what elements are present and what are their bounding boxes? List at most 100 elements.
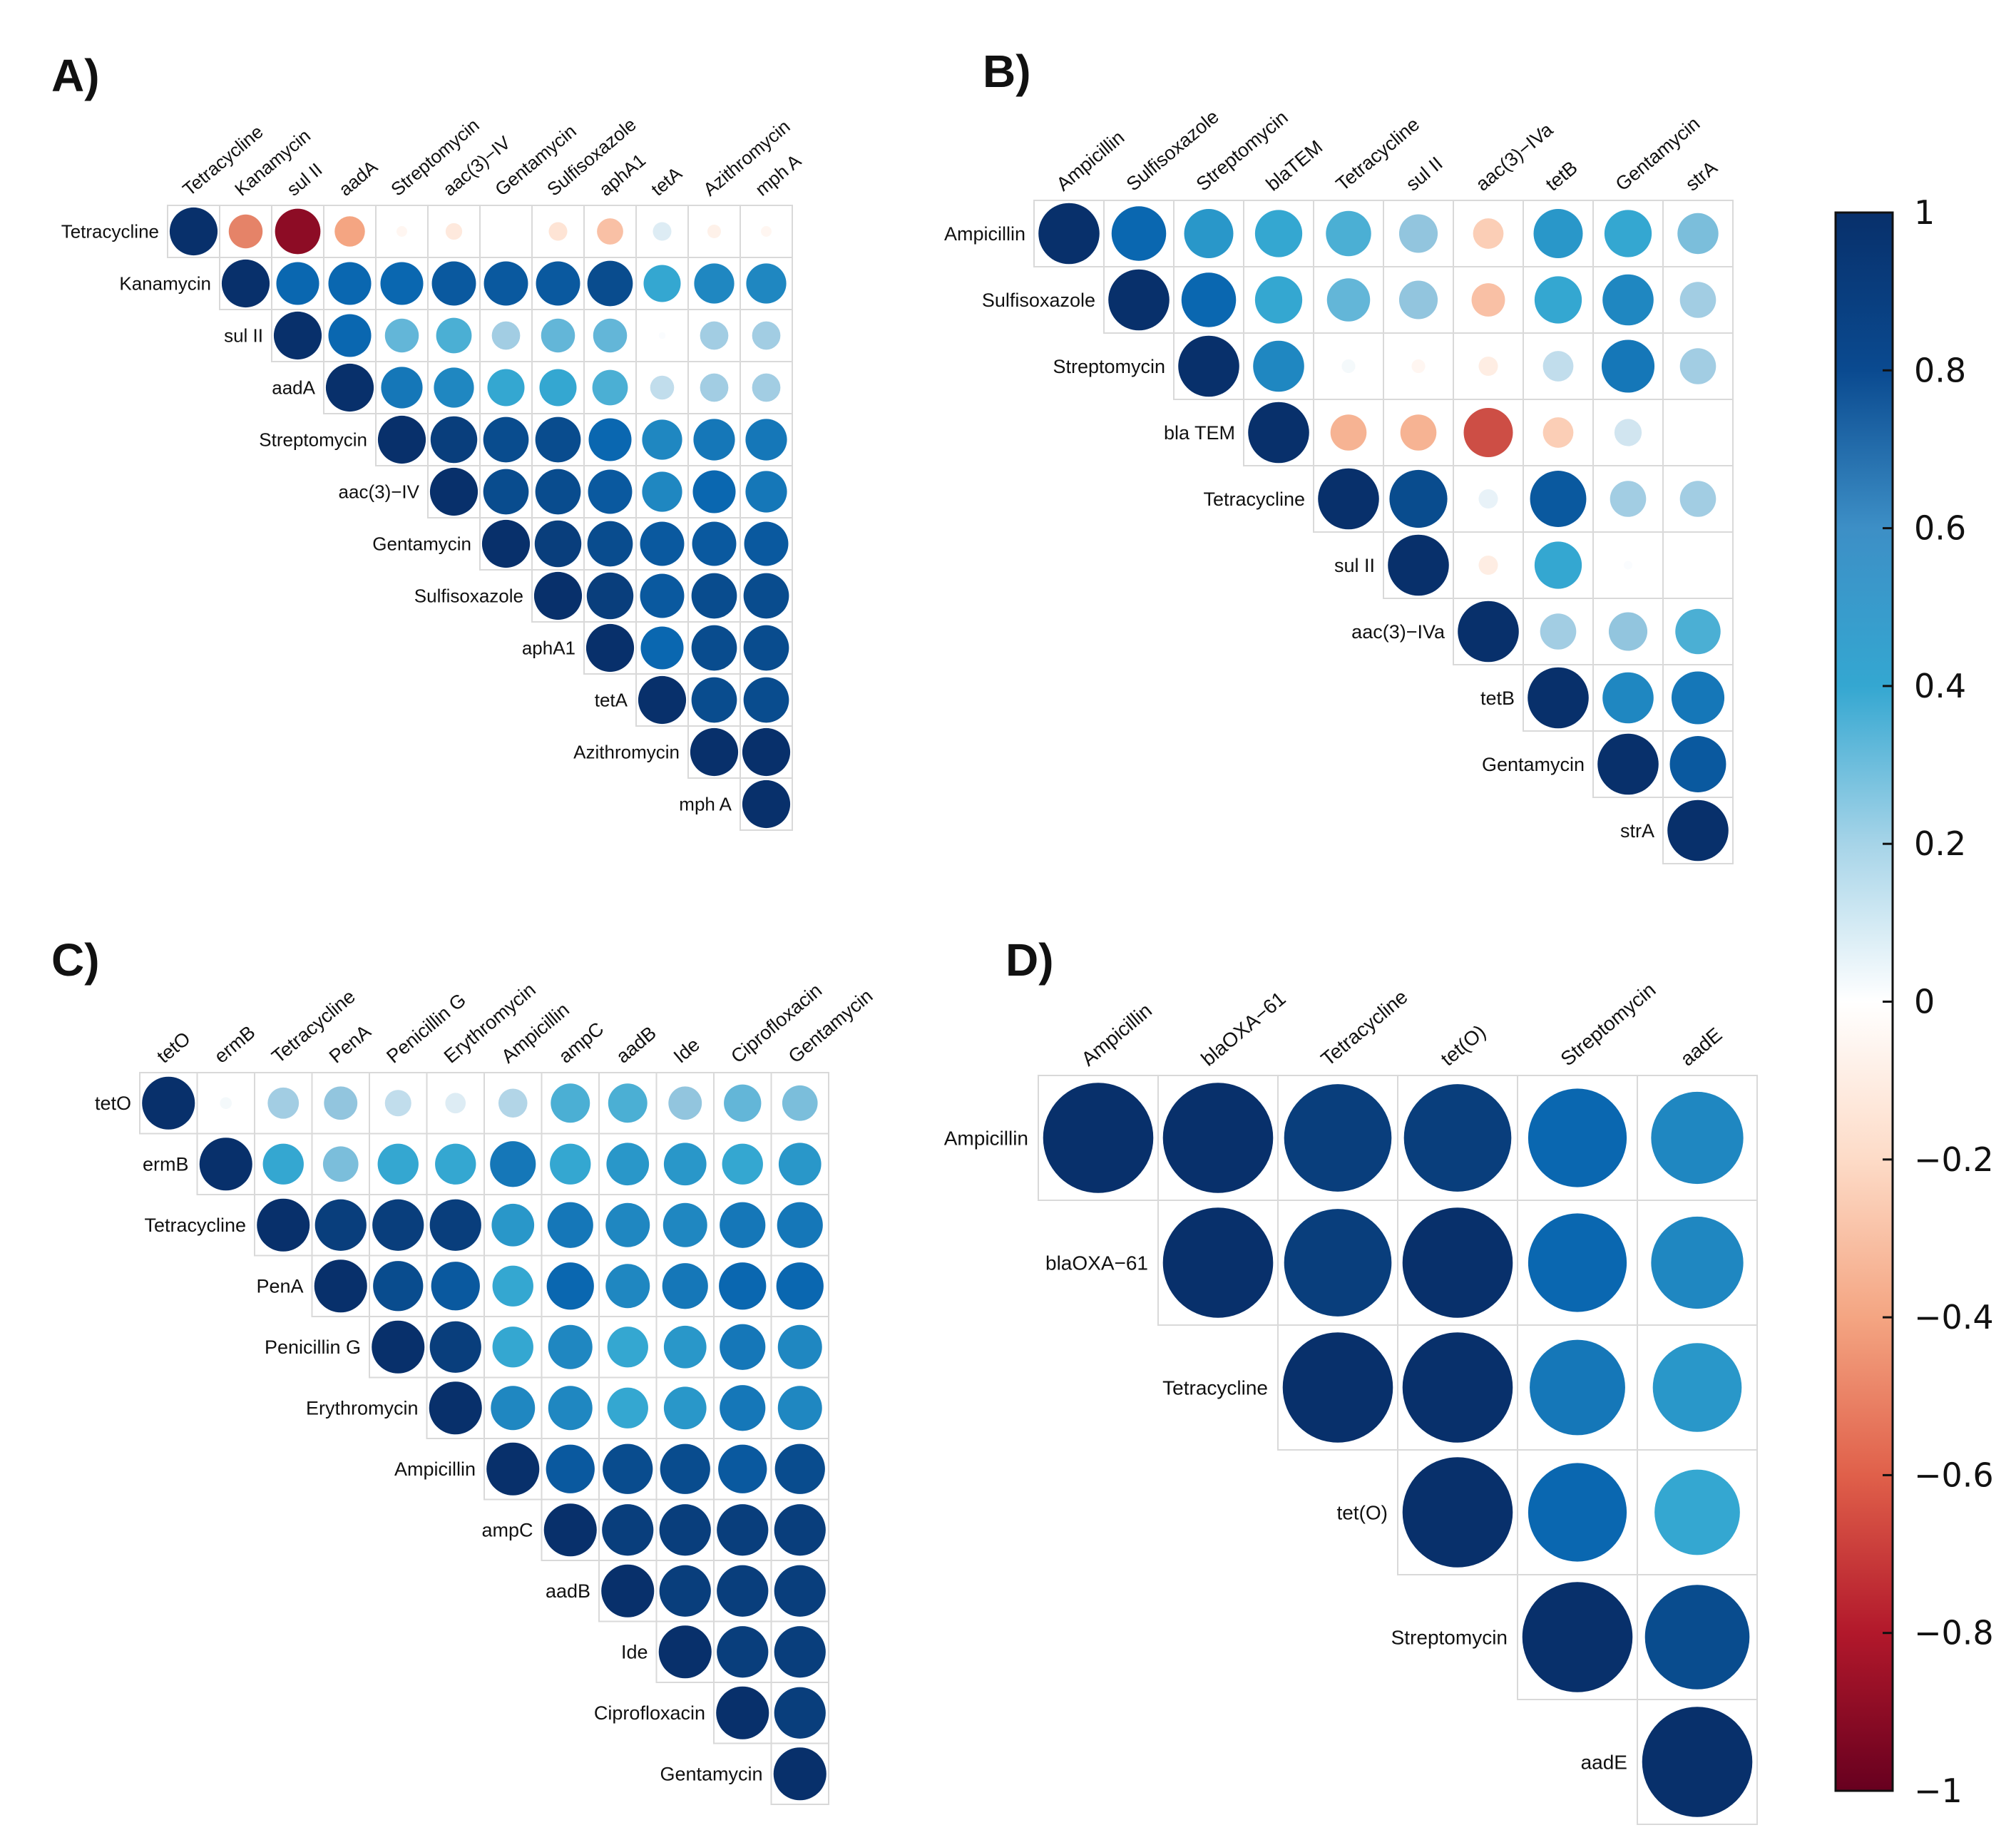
corr-circle: [605, 1202, 650, 1247]
colorbar-tick-label: −0.8: [1914, 1614, 1994, 1652]
corr-circle: [381, 367, 423, 409]
corr-circle: [372, 1199, 424, 1251]
row-label: aphA1: [522, 638, 575, 659]
corr-circle: [483, 469, 529, 515]
col-label: tet(O): [1436, 1021, 1490, 1070]
corr-circle: [534, 520, 582, 568]
corr-circle: [587, 521, 633, 567]
row-label: tetB: [1480, 688, 1515, 709]
corr-circle: [533, 571, 583, 620]
corr-circle: [638, 675, 687, 725]
corr-circle: [691, 677, 737, 723]
corr-circle: [539, 369, 577, 407]
row-label: Tetracycline: [1203, 489, 1305, 510]
corr-circle: [743, 625, 789, 671]
corr-circle: [221, 259, 270, 308]
corr-circle: [1284, 1209, 1392, 1317]
corr-circle: [745, 419, 787, 461]
corr-circle: [593, 318, 628, 353]
panel-letter: A): [51, 50, 100, 101]
corr-circle: [1184, 209, 1234, 258]
corr-circle: [1528, 667, 1589, 729]
corr-circle: [257, 1198, 310, 1252]
corr-circle: [547, 1202, 593, 1248]
corr-circle: [384, 318, 419, 353]
corr-circle: [1400, 414, 1437, 451]
row-label: ampC: [481, 1520, 533, 1541]
corr-circle: [481, 519, 531, 568]
corr-circle: [1111, 206, 1167, 261]
cell: [1662, 465, 1734, 533]
col-label: aac(3)−IVa: [1472, 118, 1557, 195]
corr-circle: [1604, 210, 1652, 257]
col-label: blaOXA−61: [1197, 987, 1289, 1070]
col-label: sul II: [282, 158, 326, 200]
panel-c: C) tetO ermB Tetracycline PenA Penicillin G Er…: [51, 934, 877, 1805]
row-label: Streptomycin: [259, 429, 367, 451]
corr-circle: [662, 1263, 708, 1309]
corr-circle: [328, 314, 372, 357]
corr-circle: [325, 363, 374, 412]
corr-circle: [1522, 1582, 1633, 1692]
corr-circle: [592, 369, 628, 406]
row-label: ermB: [143, 1154, 189, 1175]
corr-circle: [700, 373, 729, 402]
corr-circle: [777, 1386, 822, 1431]
corr-circle: [586, 572, 634, 620]
corr-circle: [777, 1202, 823, 1248]
corr-circle: [1326, 210, 1371, 257]
corr-circle: [722, 1143, 763, 1185]
corr-circle: [322, 1146, 359, 1182]
colorbar-tick-label: −0.2: [1914, 1140, 1994, 1179]
row-label: Streptomycin: [1053, 356, 1165, 377]
row-label: Penicillin G: [265, 1337, 361, 1358]
corr-circle: [782, 1085, 818, 1121]
row-label: Tetracycline: [1162, 1376, 1268, 1399]
row-label: Streptomycin: [1391, 1626, 1508, 1648]
corr-circle: [1644, 1585, 1750, 1690]
corr-circle: [742, 780, 791, 829]
corr-circle: [548, 1324, 593, 1369]
corr-circle: [535, 416, 581, 463]
corr-circle: [436, 317, 472, 354]
corr-circle: [435, 1143, 476, 1185]
corr-circle: [659, 1565, 711, 1617]
row-label: Sulfisoxazole: [982, 290, 1095, 311]
corr-circle: [1679, 282, 1716, 318]
row-label: mph A: [679, 794, 732, 815]
corr-circle: [429, 1321, 481, 1373]
row-label: Ide: [621, 1642, 648, 1663]
corr-circle: [445, 1093, 466, 1114]
corr-circle: [716, 1686, 769, 1739]
corr-circle: [431, 261, 476, 306]
corr-circle: [1478, 555, 1498, 576]
colorbar: 1 0.8 0.6 0.4 0.2 0 −0.2 −0.4 −0.6 −0.8 −1: [1834, 193, 1994, 1810]
corr-circle: [663, 1386, 707, 1430]
corr-circle: [1389, 469, 1448, 528]
corr-circle: [585, 623, 635, 673]
corr-circle: [588, 418, 632, 461]
corr-circle: [434, 367, 474, 408]
col-label: Streptomycin: [1556, 978, 1659, 1070]
col-label: Streptomycin: [387, 114, 483, 200]
corr-circle: [717, 1565, 769, 1617]
corr-circle: [1533, 209, 1583, 258]
col-label: Sulfisoxazole: [543, 113, 640, 200]
corr-circle: [743, 677, 789, 723]
corr-circle: [724, 1084, 762, 1122]
cell: [531, 205, 585, 258]
corr-circle: [483, 416, 529, 463]
corr-circle: [1330, 414, 1367, 451]
colorbar-tick-label: −0.6: [1914, 1456, 1994, 1494]
corr-circle: [642, 419, 682, 460]
corr-circle: [1530, 1339, 1625, 1436]
corr-circle: [640, 521, 685, 566]
colorbar-tick-label: 0.2: [1914, 824, 1966, 863]
corr-circle: [1602, 274, 1654, 326]
corr-circle: [1403, 1084, 1512, 1192]
corr-circle: [743, 573, 789, 619]
corr-circle: [690, 727, 739, 777]
corr-circle: [720, 1324, 766, 1370]
row-label: Ampicillin: [394, 1458, 476, 1480]
row-label: Gentamycin: [660, 1764, 762, 1785]
